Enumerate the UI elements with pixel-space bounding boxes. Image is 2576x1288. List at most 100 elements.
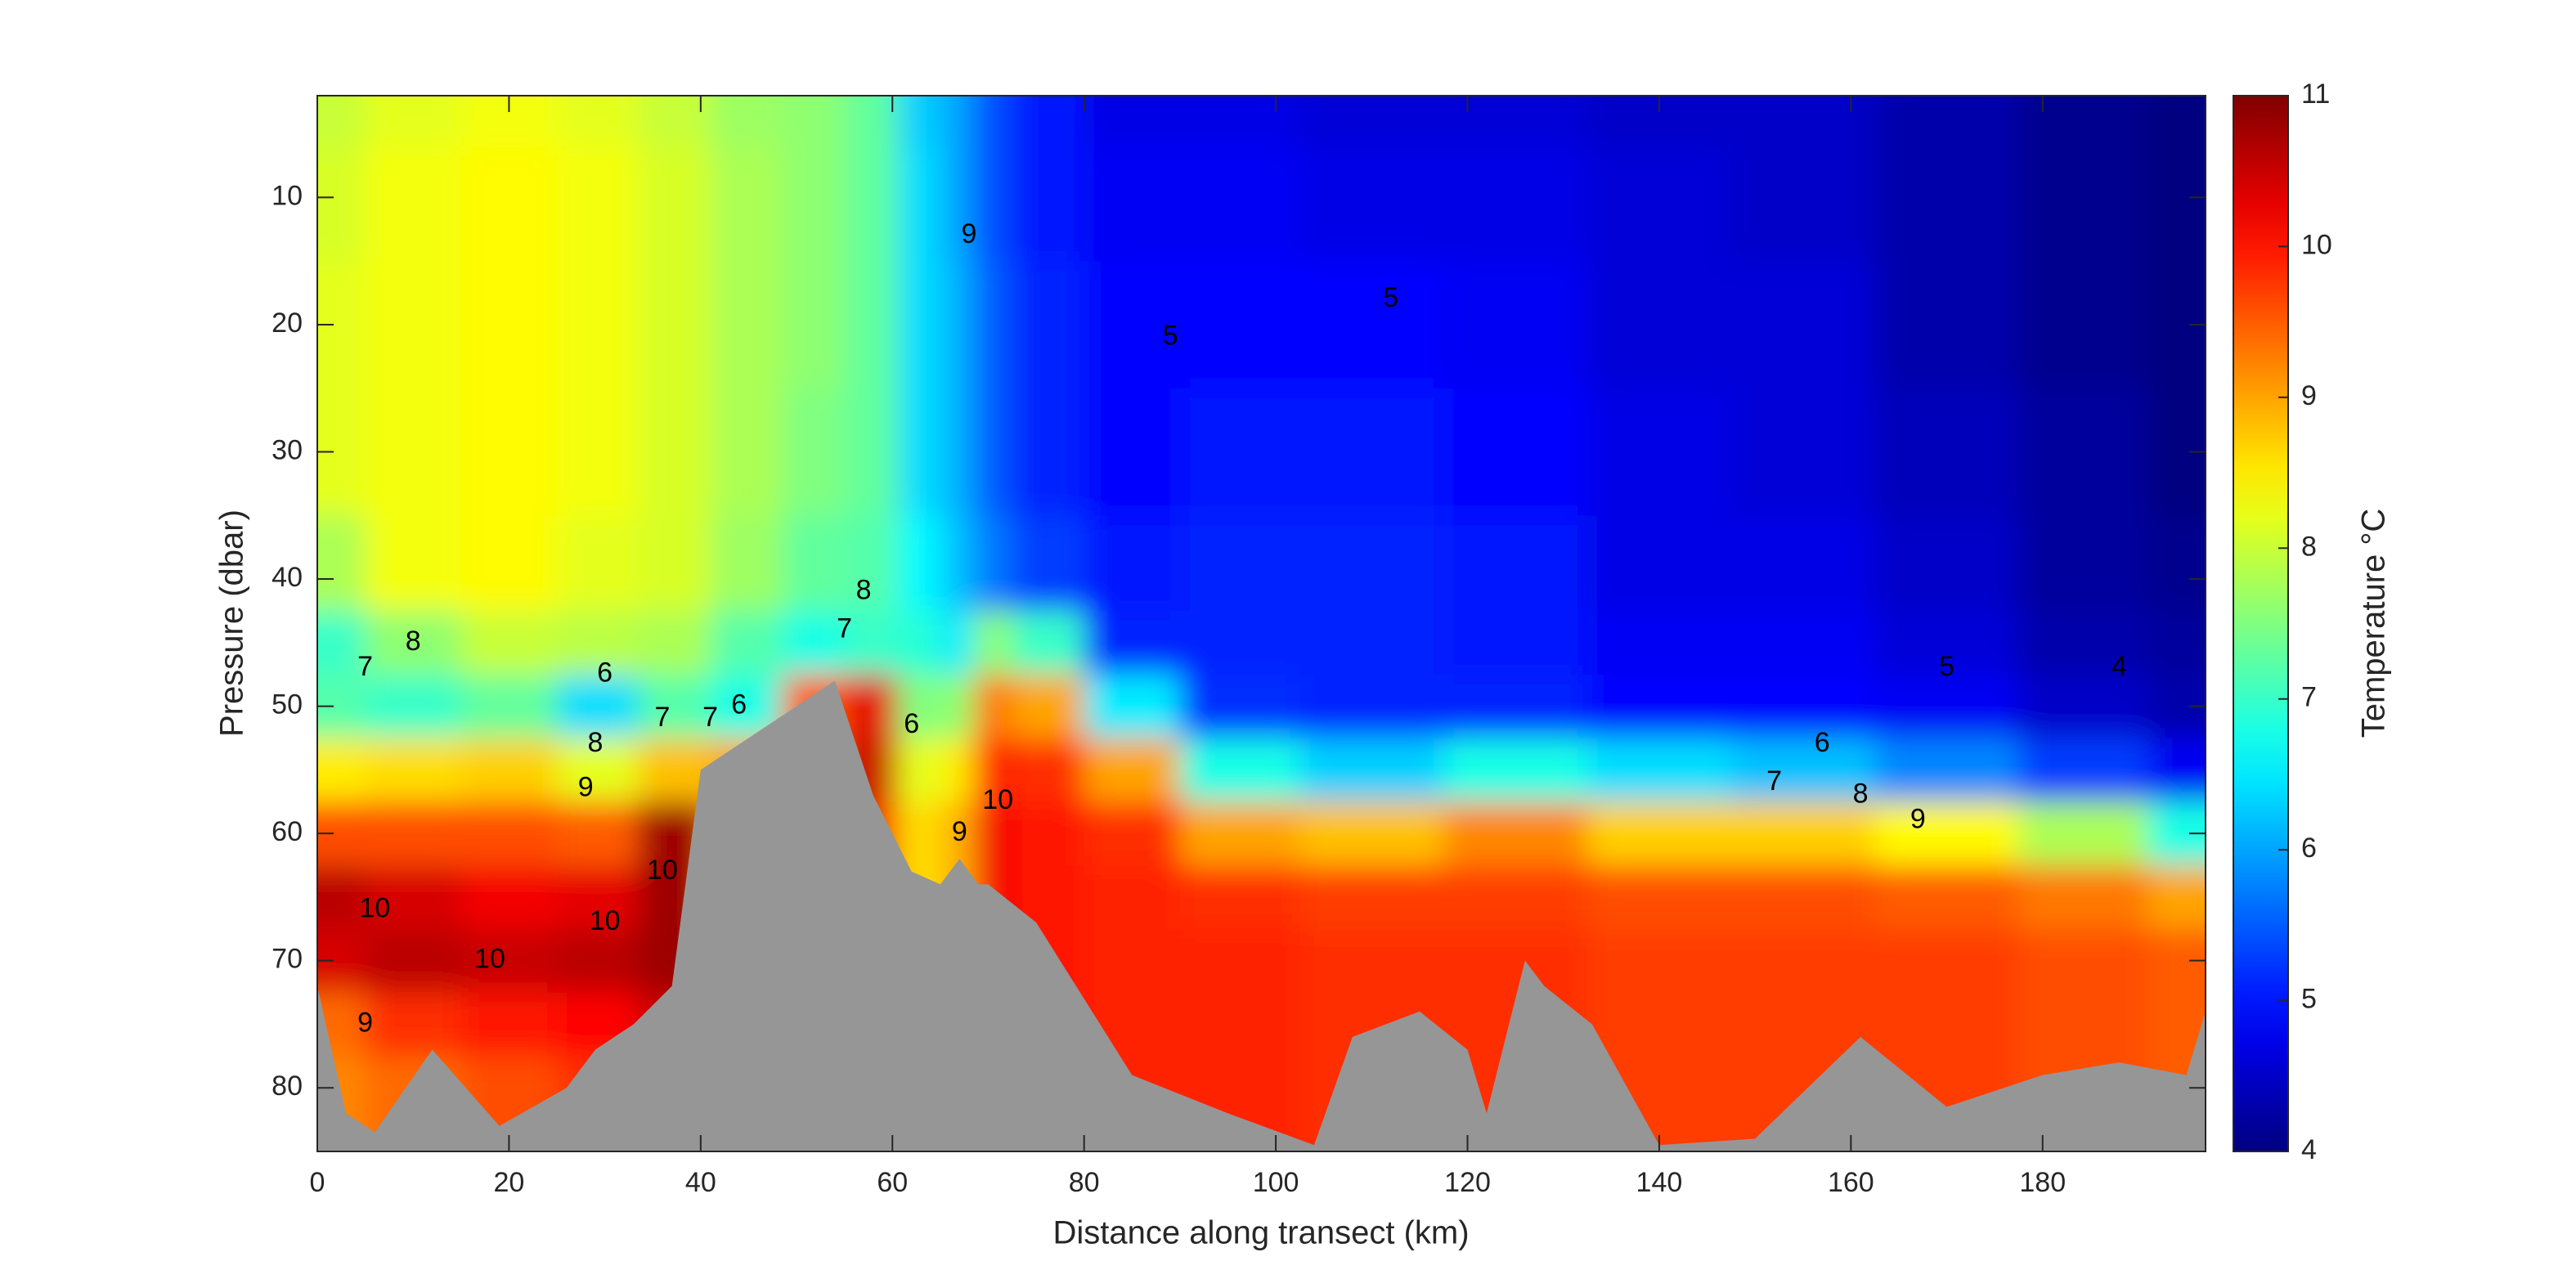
y-tick-label: 80 — [272, 1070, 303, 1102]
contour-label: 4 — [2112, 651, 2127, 682]
heatmap-cell — [1012, 515, 1085, 612]
contour-label: 8 — [587, 727, 603, 758]
heatmap-cell — [897, 738, 941, 803]
heatmap-cell — [973, 146, 1013, 263]
heatmap-cell — [1443, 146, 1589, 263]
colorbar-tick-label: 8 — [2301, 531, 2317, 562]
heatmap-cell — [365, 738, 462, 803]
heatmap-cell — [1443, 928, 1589, 994]
heatmap-cell — [973, 674, 1013, 739]
heatmap-cell — [782, 146, 846, 263]
colorbar-tick-label: 10 — [2301, 229, 2332, 260]
heatmap-cell — [557, 261, 640, 389]
heatmap-cell — [782, 96, 846, 148]
heatmap-cell — [1730, 865, 1876, 930]
heatmap-cell — [1299, 146, 1445, 263]
heatmap-cell — [1874, 738, 2020, 803]
contour-label: 10 — [359, 892, 390, 923]
heatmap-cell — [1299, 865, 1445, 930]
heatmap-cell — [2018, 96, 2149, 148]
heatmap-cell — [638, 261, 711, 389]
heatmap-cell — [2018, 515, 2149, 612]
heatmap-cell — [782, 388, 846, 517]
contour-label: 7 — [702, 702, 718, 733]
heatmap-cell — [1587, 865, 1732, 930]
heatmap-cell — [365, 865, 462, 930]
heatmap-cell — [710, 146, 783, 263]
heatmap-cell — [782, 610, 846, 675]
heatmap-cell — [1299, 610, 1445, 675]
heatmap-cell — [1730, 96, 1876, 148]
contour-label: 7 — [357, 651, 373, 682]
heatmap-cell — [1874, 801, 2020, 867]
heatmap-cell — [1084, 928, 1181, 994]
y-tick-label: 30 — [272, 435, 303, 466]
heatmap-cell — [710, 610, 783, 675]
colorbar-label: Temperature °C — [2356, 509, 2392, 738]
heatmap-cell — [1012, 610, 1085, 675]
heatmap-cell — [940, 388, 975, 517]
heatmap-cell — [940, 96, 975, 148]
heatmap-cell — [557, 146, 640, 263]
heatmap-cell — [557, 865, 640, 930]
heatmap-cell — [1012, 801, 1085, 867]
heatmap-cell — [1874, 96, 2020, 148]
heatmap-cell — [1084, 801, 1181, 867]
heatmap-cell — [1874, 674, 2020, 739]
heatmap-cell — [557, 738, 640, 803]
heatmap-cell — [1443, 96, 1589, 148]
heatmap-cell — [1299, 928, 1445, 994]
heatmap-cell — [1874, 610, 2020, 675]
y-tick-label: 20 — [272, 307, 303, 339]
heatmap-cell — [1874, 388, 2020, 517]
heatmap-cell — [557, 801, 640, 867]
heatmap-cell — [1299, 801, 1445, 867]
heatmap-cell — [1587, 96, 1732, 148]
heatmap-cell — [1730, 610, 1876, 675]
heatmap-cell — [1084, 738, 1181, 803]
heatmap-cell — [844, 146, 899, 263]
contour-label: 8 — [1853, 778, 1869, 809]
x-tick-label: 120 — [1444, 1167, 1491, 1198]
heatmap-cell — [1587, 146, 1732, 263]
heatmap-cell — [1299, 261, 1445, 389]
contour-label: 10 — [982, 784, 1013, 815]
y-tick-label: 70 — [272, 944, 303, 975]
heatmap-cell — [2018, 738, 2149, 803]
heatmap-cell — [710, 261, 783, 389]
heatmap-cell — [1084, 515, 1181, 612]
heatmap-cell — [1084, 610, 1181, 675]
heatmap-cell — [1587, 992, 1732, 1057]
colorbar-tick-label: 6 — [2301, 832, 2317, 864]
heatmap-cell — [1179, 928, 1301, 994]
heatmap-cell — [1730, 261, 1876, 389]
heatmap-cell — [2147, 610, 2206, 675]
contour-label: 6 — [597, 657, 613, 689]
heatmap-cell — [1084, 388, 1181, 517]
heatmap-cell — [460, 388, 559, 517]
heatmap-cell — [2018, 801, 2149, 867]
heatmap-cell — [1179, 865, 1301, 930]
y-tick-label: 50 — [272, 689, 303, 720]
heatmap-cell — [460, 865, 559, 930]
heatmap-cell — [1587, 928, 1732, 994]
x-tick-label: 180 — [2019, 1167, 2066, 1198]
heatmap-cell — [1443, 261, 1589, 389]
heatmap-cell — [940, 674, 975, 739]
contour-label: 10 — [647, 855, 678, 886]
heatmap-cell — [1587, 738, 1732, 803]
heatmap-cell — [2018, 992, 2149, 1057]
heatmap-cell — [2018, 674, 2149, 739]
heatmap-cell — [1084, 865, 1181, 930]
heatmap-cell — [365, 146, 462, 263]
heatmap-cell — [897, 388, 941, 517]
heatmap-cell — [2018, 146, 2149, 263]
heatmap-cell — [1179, 96, 1301, 148]
heatmap-cell — [897, 515, 941, 612]
heatmap-cell — [1012, 96, 1085, 148]
heatmap-cell — [638, 388, 711, 517]
heatmap-cell — [460, 610, 559, 675]
heatmap-cell — [782, 261, 846, 389]
